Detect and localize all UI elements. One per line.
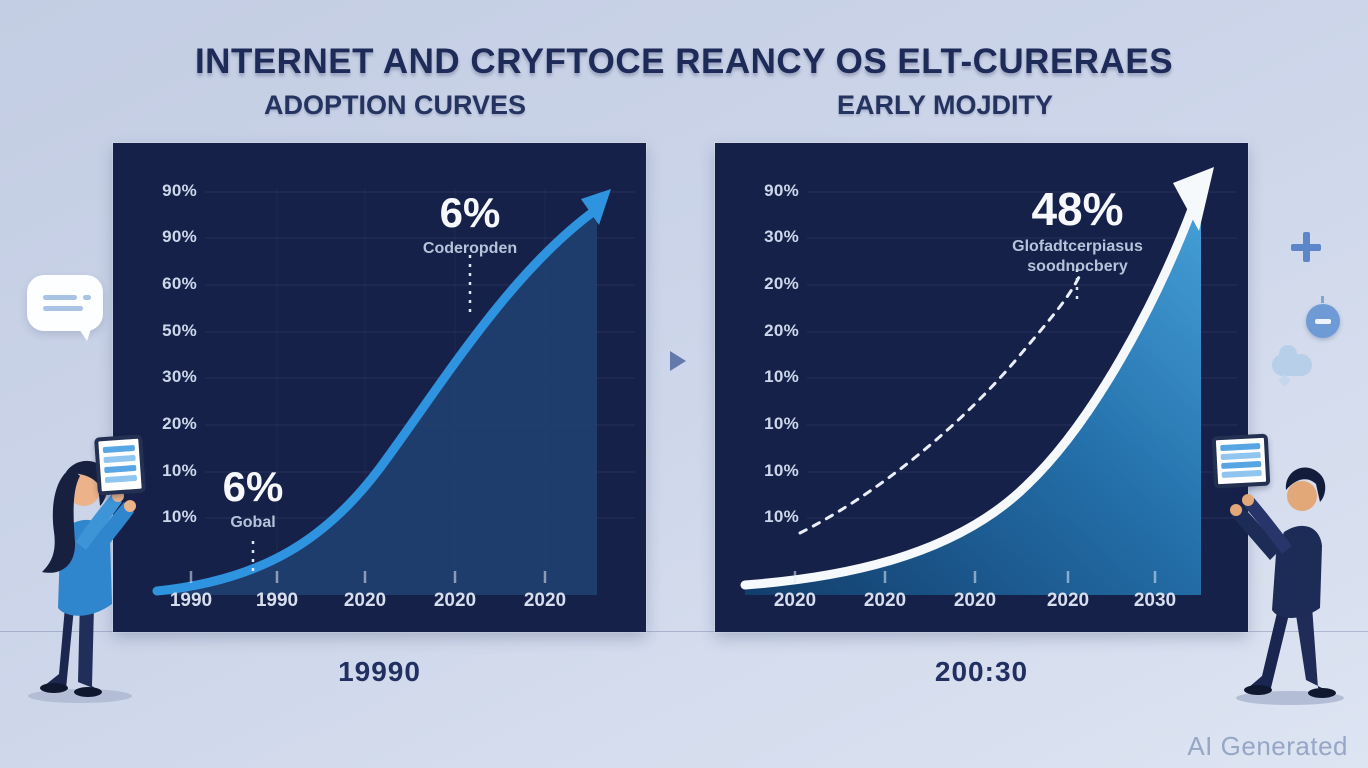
y-axis-tick: 20%	[764, 274, 799, 293]
man-with-tablet-illustration	[1230, 467, 1344, 705]
x-axis-tick: 1990	[169, 590, 213, 611]
annotation-label-line1: Glofadtcerpiasus	[1012, 238, 1143, 256]
y-axis-tick: 10%	[162, 507, 197, 526]
internet-adoption-chart: 90% 90% 60% 50% 30% 20% 10% 10% 1990 199…	[113, 143, 646, 632]
y-axis-tick: 60%	[162, 274, 197, 293]
woman-with-tablet-illustration	[28, 460, 136, 703]
annotation-label: Gobal	[230, 514, 276, 532]
cloud-icon	[1272, 345, 1312, 376]
annotation-48pct: 48% Glofadtcerpiasus soodnocbery	[970, 185, 1185, 277]
crypto-growth-chart: 90% 30% 20% 20% 10% 10% 10% 10% 2020 202…	[715, 143, 1248, 632]
y-axis-tick: 10%	[764, 414, 799, 433]
tablet-content-line	[102, 444, 136, 454]
annotation-value: 48%	[1031, 183, 1124, 235]
ai-generated-watermark: AI Generated	[1187, 731, 1348, 761]
x-axis-tick: 2030	[1133, 590, 1177, 611]
coin-icon	[1306, 296, 1340, 338]
tablet-screen	[1211, 433, 1271, 489]
y-axis-tick: 10%	[764, 461, 799, 480]
annotation-global: 6% Gobal	[183, 463, 323, 533]
x-axis-tick: 2020	[523, 590, 567, 611]
y-axis-tick: 20%	[764, 321, 799, 340]
tablet-content-line	[104, 474, 138, 484]
y-axis-tick: 30%	[162, 367, 197, 386]
tablet-content-line	[1221, 460, 1262, 470]
floor-line	[0, 631, 1368, 632]
right-chart-caption: 200:30	[934, 656, 1029, 687]
annotation-label-line2: soodnocbery	[1027, 258, 1128, 276]
x-axis-tick: 2020	[953, 590, 997, 611]
y-axis-tick: 50%	[162, 321, 197, 340]
tablet-content-line	[1221, 469, 1262, 479]
tablet-screen	[94, 434, 146, 496]
y-axis-tick: 90%	[764, 181, 799, 200]
y-axis-tick: 30%	[764, 227, 799, 246]
annotation-peak: 6% Coderopden	[390, 189, 550, 259]
y-axis-tick: 90%	[162, 227, 197, 246]
bubble-text-line	[43, 306, 83, 311]
x-axis-tick: 2020	[433, 590, 477, 611]
tablet-content-line	[104, 464, 137, 474]
x-axis-tick: 1990	[255, 590, 299, 611]
x-axis-tick: 2020	[1046, 590, 1090, 611]
plus-icon	[1291, 232, 1321, 262]
x-axis-tick: 2020	[863, 590, 907, 611]
left-chart-caption: 19990	[338, 656, 421, 687]
tablet-content-line	[1220, 451, 1261, 461]
y-axis-tick: 90%	[162, 181, 197, 200]
x-axis-tick: 2020	[343, 590, 387, 611]
annotation-label: Coderopden	[422, 240, 518, 258]
play-triangle-icon	[670, 351, 686, 371]
tablet-content-line	[103, 454, 136, 464]
annotation-value: 6%	[222, 463, 284, 510]
tablet-content-line	[1220, 442, 1261, 452]
y-axis-tick: 10%	[162, 461, 197, 480]
annotation-value: 6%	[439, 189, 501, 236]
bubble-text-line	[43, 295, 91, 300]
left-chart-title: ADOPTION CURVES	[263, 90, 527, 120]
adoption-s-curve-plot	[152, 188, 635, 596]
y-axis-tick: 10%	[764, 367, 799, 386]
y-axis-tick: 10%	[764, 507, 799, 526]
exponential-curve-plot	[740, 167, 1237, 595]
page-title: INTERNET AND CRYFTOCE REANCY OS ELT-CURE…	[194, 42, 1174, 81]
right-chart-title: EARLY MOJDITY	[836, 90, 1054, 120]
y-axis-tick: 20%	[162, 414, 197, 433]
x-axis-tick: 2020	[773, 590, 817, 611]
chat-bubble-icon	[27, 275, 103, 341]
